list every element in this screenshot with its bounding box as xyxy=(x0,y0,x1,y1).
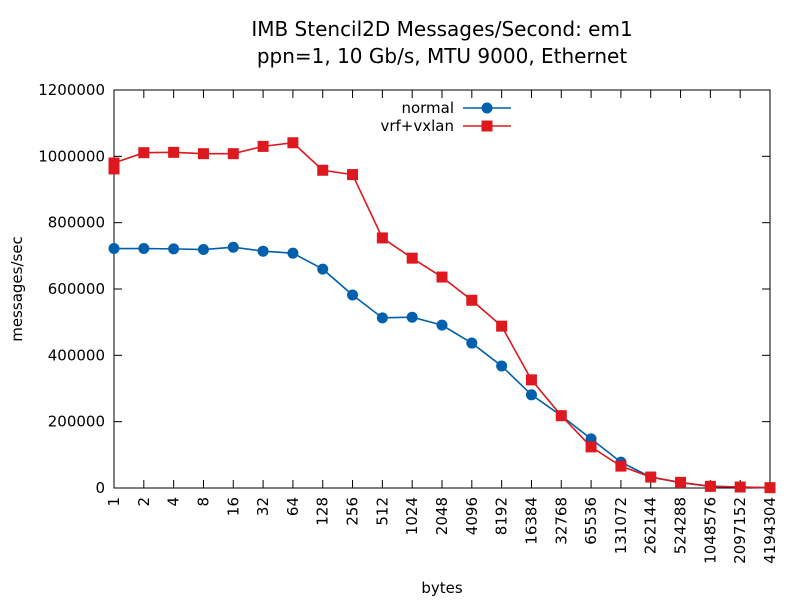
data-point xyxy=(376,232,388,244)
x-tick-label: 4194304 xyxy=(761,497,779,564)
x-tick-label: 8 xyxy=(194,497,212,507)
x-tick-label: 32 xyxy=(254,497,272,516)
y-tick-label: 0 xyxy=(95,479,105,497)
x-tick-label: 8192 xyxy=(493,497,511,535)
data-point xyxy=(704,480,716,492)
x-tick-label: 4 xyxy=(165,497,183,507)
y-tick-label: 600000 xyxy=(48,280,105,298)
data-point xyxy=(257,140,269,152)
data-point xyxy=(466,337,478,349)
x-tick-label: 4096 xyxy=(463,497,481,535)
data-point xyxy=(555,410,567,422)
data-point xyxy=(525,374,537,386)
x-axis-label: bytes xyxy=(421,579,463,597)
data-point xyxy=(436,319,448,331)
x-tick-label: 2048 xyxy=(433,497,451,535)
legend-label: normal xyxy=(401,99,454,117)
y-axis: 0 200000 400000 600000 800000 1000000 1200000 xyxy=(38,81,770,497)
chart-subtitle: ppn=1, 10 Gb/s, MTU 9000, Ethernet xyxy=(257,44,628,68)
x-tick-label: 65536 xyxy=(582,497,600,545)
data-point xyxy=(108,163,120,175)
data-point xyxy=(376,312,388,324)
data-point xyxy=(317,263,329,275)
data-point xyxy=(496,360,508,372)
data-point xyxy=(138,243,150,255)
data-point xyxy=(227,241,239,253)
legend-item: vrf+vxlan xyxy=(380,117,511,135)
data-point xyxy=(317,164,329,176)
x-tick-label: 1 xyxy=(105,497,123,507)
y-tick-label: 400000 xyxy=(48,346,105,364)
plot-frame xyxy=(113,89,771,489)
x-tick-label: 32768 xyxy=(552,497,570,545)
data-point xyxy=(615,460,627,472)
series-line xyxy=(114,246,771,489)
y-axis-label: messages/sec xyxy=(8,236,26,342)
chart-title: IMB Stencil2D Messages/Second: em1 xyxy=(251,17,632,41)
legend-swatch-marker xyxy=(481,120,493,132)
x-tick-label: 2 xyxy=(135,497,153,507)
x-tick-label: 128 xyxy=(314,497,332,526)
data-point xyxy=(466,294,478,306)
x-tick-label: 1024 xyxy=(403,497,421,535)
y-tick-label: 200000 xyxy=(48,413,105,431)
x-tick-label: 262144 xyxy=(642,497,660,554)
data-point xyxy=(347,289,359,301)
data-point xyxy=(734,481,746,493)
legend-swatch-marker xyxy=(481,102,493,114)
series-layer xyxy=(108,137,776,494)
data-point xyxy=(108,243,120,255)
data-point xyxy=(347,169,359,181)
y-tick-label: 1000000 xyxy=(38,147,105,165)
x-axis: 1 2 4 8 16 32 64 128 256 512 1024 2048 4096 8192 16384… xyxy=(105,90,779,564)
data-point xyxy=(585,441,597,453)
x-tick-label: 64 xyxy=(284,497,302,516)
series-vrf-vxlan xyxy=(108,137,776,494)
data-point xyxy=(168,146,180,158)
x-tick-label: 16 xyxy=(224,497,242,516)
y-tick-label: 1200000 xyxy=(38,81,105,99)
x-tick-label: 1048576 xyxy=(701,497,719,564)
data-point xyxy=(406,311,418,323)
data-point xyxy=(675,476,687,488)
series-line xyxy=(113,141,771,489)
x-tick-label: 16384 xyxy=(522,497,540,545)
data-point xyxy=(197,244,209,256)
data-point xyxy=(525,389,537,401)
data-point xyxy=(645,471,657,483)
data-point xyxy=(108,157,120,169)
x-tick-label: 2097152 xyxy=(731,497,749,564)
x-tick-label: 512 xyxy=(373,497,391,526)
data-point xyxy=(227,148,239,160)
data-point xyxy=(197,148,209,160)
x-tick-label: 131072 xyxy=(612,497,630,554)
data-point xyxy=(138,147,150,159)
data-point xyxy=(406,252,418,264)
legend-item: normal xyxy=(401,99,511,117)
data-point xyxy=(257,245,269,257)
data-point xyxy=(764,482,776,494)
x-tick-label: 256 xyxy=(344,497,362,526)
legend-label: vrf+vxlan xyxy=(380,117,454,135)
data-point xyxy=(496,320,508,332)
y-tick-label: 800000 xyxy=(48,214,105,232)
data-point xyxy=(287,247,299,259)
data-point xyxy=(168,243,180,255)
x-tick-label: 524288 xyxy=(672,497,690,554)
data-point xyxy=(436,271,448,283)
data-point xyxy=(287,137,299,149)
